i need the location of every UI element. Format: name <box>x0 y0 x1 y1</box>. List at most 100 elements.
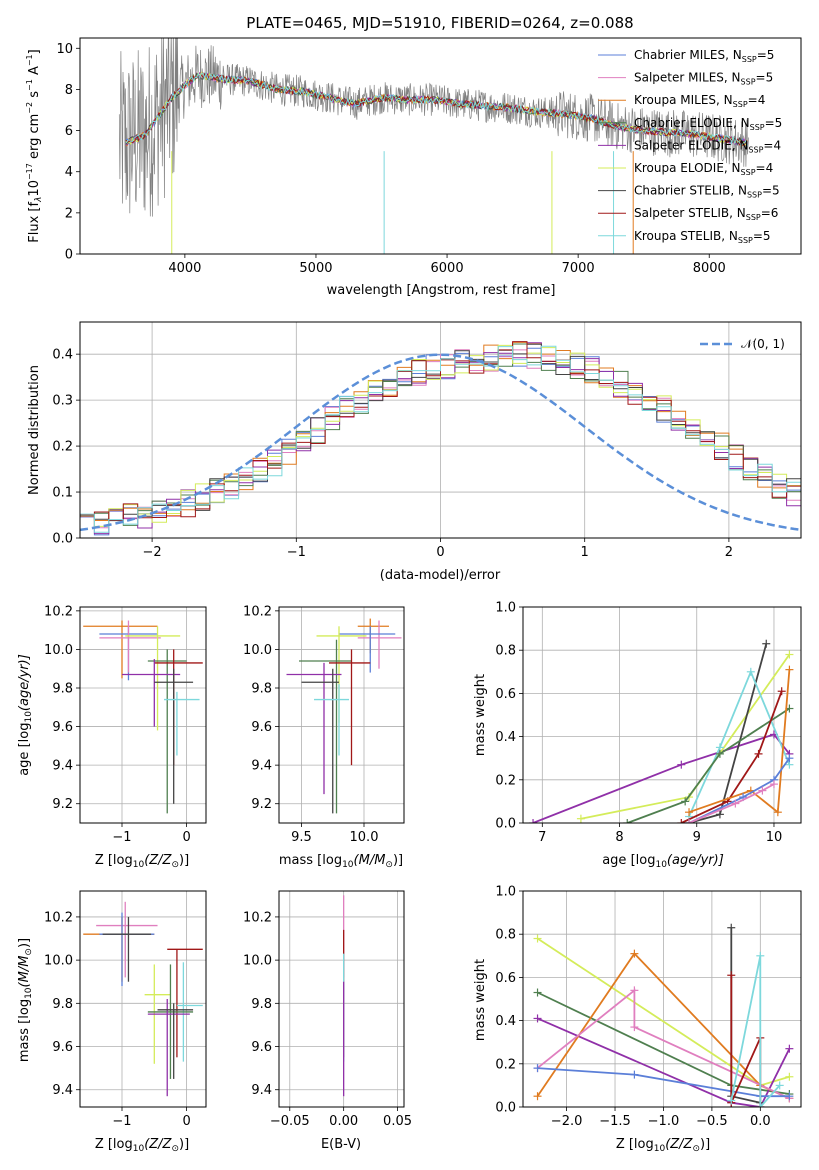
mwZ-series-line <box>537 1067 790 1098</box>
mwAge-series-line <box>688 669 791 817</box>
legend-label-value: =4 <box>756 161 774 175</box>
mwAge-ytick-label: 0.0 <box>495 817 516 832</box>
residuals-ytick-label: 0.1 <box>52 486 73 501</box>
ageM-ytick-label: 9.4 <box>251 759 272 774</box>
mwZ-xtick-label: 0.0 <box>750 1114 771 1129</box>
massZ-frame <box>79 890 207 1108</box>
residuals-histogram <box>80 344 801 538</box>
spectrum-xtick-label: 7000 <box>562 261 595 276</box>
ageM-xtick-label: 10.0 <box>350 830 379 845</box>
mwZ-series-line <box>537 1017 791 1107</box>
mwZ-xtick-label: −1.0 <box>648 1114 680 1129</box>
mwZ-ytick-label: 0.6 <box>495 971 516 986</box>
mwAge-series-line <box>626 707 790 823</box>
massE-frame <box>278 890 405 1108</box>
legend-label-value: =5 <box>753 229 771 243</box>
massZ-xtick-label: −1 <box>112 1114 131 1129</box>
massE-ytick-label: 9.6 <box>251 1040 272 1055</box>
residuals-xtick-label: 2 <box>725 545 733 560</box>
mwAge-series-line <box>688 669 791 814</box>
ageZ-xtick-label: 0 <box>182 830 190 845</box>
mwAge-xtick-label: 10 <box>766 830 783 845</box>
residuals-xtick-label: −2 <box>143 545 162 560</box>
spectrum-model-line <box>125 71 748 147</box>
massE-ytick-label: 10.0 <box>243 954 272 969</box>
mwZ-ytick-label: 0.0 <box>495 1101 516 1116</box>
massE-xtick-label: −0.05 <box>270 1114 310 1129</box>
age-z-ylabel: age [log10(age/yr)] <box>17 654 34 776</box>
mwAge-xtick-label: 7 <box>538 830 546 845</box>
mw-z-xlabel: Z [log10(Z/Z⊙)] <box>616 1137 710 1154</box>
legend-label: Chabrier MILES, NSSP=5 <box>634 48 774 64</box>
ageZ-ytick-label: 10.0 <box>44 643 73 658</box>
ageZ-ytick-label: 9.8 <box>52 682 73 697</box>
mass-ebv-xlabel: E(B-V) <box>321 1137 361 1152</box>
mass-weight-vs-age-panel: 7 8 9 10 0.0 0.2 0.4 0.6 0.8 1.0 <box>495 601 802 845</box>
spectrum-xtick-label: 4000 <box>168 261 201 276</box>
age-vs-z-panel: −1 0 9.2 9.4 9.6 9.8 10.0 10.2 <box>44 604 207 845</box>
ageM-frame <box>278 606 405 824</box>
spectrum-xlabel: wavelength [Angstrom, rest frame] <box>327 283 556 298</box>
mass-vs-z-panel: −1 0 9.4 9.6 9.8 10.0 10.2 <box>44 890 207 1129</box>
ageZ-frame <box>79 606 207 824</box>
ageM-plot-area <box>286 618 402 814</box>
legend-label: Kroupa STELIB, NSSP=5 <box>634 229 771 245</box>
spectrum-ytick-label: 8 <box>65 83 73 98</box>
spectrum-model-line <box>125 71 748 147</box>
mwAge-ytick-label: 0.4 <box>495 730 516 745</box>
spectrum-xtick-label: 5000 <box>299 261 332 276</box>
residuals-plot-area <box>80 341 801 538</box>
ageZ-xtick-label: −1 <box>112 830 131 845</box>
legend-label-value: =5 <box>765 116 783 130</box>
mwAge-series-line <box>688 783 775 823</box>
normal-curve <box>80 353 801 532</box>
mwZ-ytick-label: 0.8 <box>495 928 516 943</box>
mwZ-ytick-label: 0.2 <box>495 1057 516 1072</box>
massZ-ytick-label: 10.0 <box>44 954 73 969</box>
legend-label: Salpeter STELIB, NSSP=6 <box>634 206 778 222</box>
mwZ-ytick-label: 0.4 <box>495 1014 516 1029</box>
legend-label: Chabrier STELIB, NSSP=5 <box>634 184 780 200</box>
mw-age-xlabel: age [log10(age/yr)] <box>602 853 724 870</box>
massZ-ytick-label: 10.2 <box>44 910 73 925</box>
spectrum-ytick-label: 6 <box>65 124 73 139</box>
spectrum-ytick-label: 4 <box>65 165 73 180</box>
residuals-panel: −2 −1 0 1 2 0.0 0.1 0.2 0.3 0.4 𝒩(0, 1) <box>52 321 802 560</box>
massE-ytick-label: 9.8 <box>251 997 272 1012</box>
mwAge-ytick-label: 0.6 <box>495 687 516 702</box>
residuals-ylabel: Normed distribution <box>27 365 42 495</box>
massE-ytick-label: 10.2 <box>243 910 272 925</box>
massZ-ytick-label: 9.8 <box>52 997 73 1012</box>
legend-label-value: =5 <box>756 71 774 85</box>
residuals-frame <box>79 321 802 539</box>
mwZ-xtick-label: −2.0 <box>551 1114 583 1129</box>
mass-z-ylabel: mass [log10(M/M⊙)] <box>17 938 34 1062</box>
spectrum-ytick-label: 0 <box>65 248 73 263</box>
legend-label: Chabrier ELODIE, NSSP=5 <box>634 116 782 132</box>
spectrum-model-line <box>125 72 748 147</box>
legend-label-value: =4 <box>748 93 766 107</box>
spectrum-ytick-label: 2 <box>65 206 73 221</box>
residuals-ytick-label: 0.3 <box>52 394 73 409</box>
ageM-ytick-label: 9.2 <box>251 797 272 812</box>
mwAge-ytick-label: 0.2 <box>495 773 516 788</box>
age-z-xlabel: Z [log10(Z/Z⊙)] <box>95 853 189 870</box>
spectrum-xtick-label: 6000 <box>431 261 464 276</box>
age-mass-xlabel: mass [log10(M/M⊙)] <box>279 853 403 870</box>
residuals-ytick-label: 0.4 <box>52 348 73 363</box>
mass-weight-vs-z-panel: −2.0 −1.5 −1.0 −0.5 0.0 0.0 0.2 0.4 0.6 0.8 1.0 <box>495 885 802 1129</box>
age-vs-mass-panel: 9.5 10.0 9.2 9.4 9.6 9.8 10.0 10.2 <box>243 604 405 845</box>
mwZ-ytick-label: 1.0 <box>495 885 516 900</box>
spectrum-frame <box>79 37 802 255</box>
legend-label-value: =6 <box>761 206 779 220</box>
residuals-xtick-label: 1 <box>581 545 589 560</box>
residuals-ytick-label: 0.0 <box>52 532 73 547</box>
mw-age-ylabel: mass weight <box>473 674 488 756</box>
legend-label-sub: SSP <box>741 168 756 177</box>
residuals-xtick-label: 0 <box>436 545 444 560</box>
legend-label-value: =4 <box>763 138 781 152</box>
mwAge-plot-area <box>529 639 794 823</box>
ageM-ytick-label: 9.8 <box>251 682 272 697</box>
legend-label: 𝒩(0, 1) <box>741 337 785 351</box>
residuals-ytick-label: 0.2 <box>52 440 73 455</box>
